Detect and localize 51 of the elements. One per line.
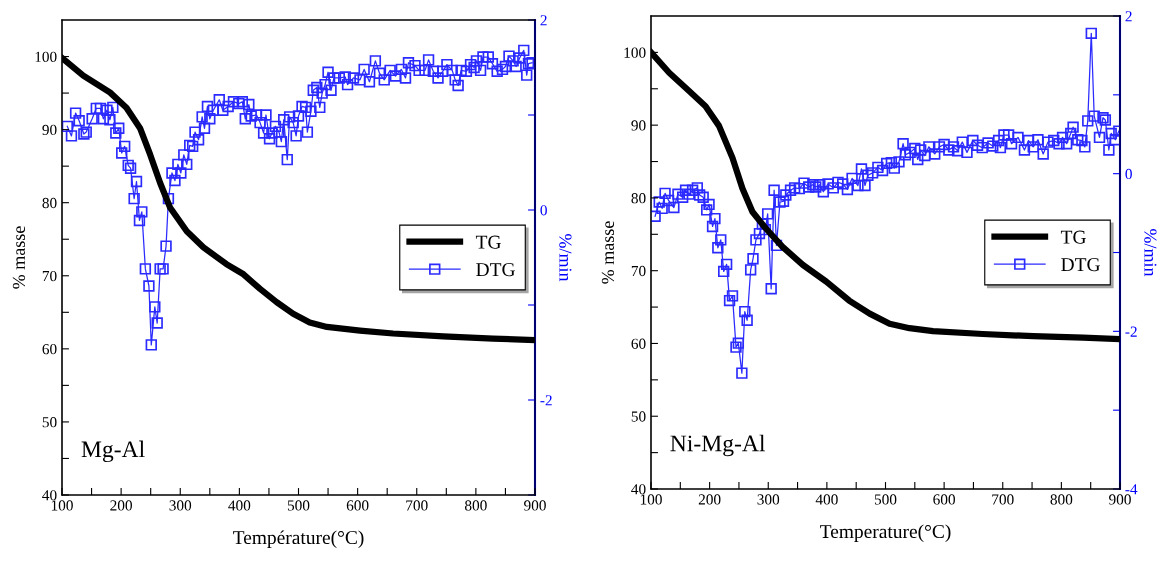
x-tick-label: 200 [698,494,721,505]
y2-tick-label: 2 [540,15,547,26]
x-tick-label: 300 [169,500,192,511]
y-tick-label: 70 [631,265,646,277]
y-tick-label: 90 [631,120,646,131]
x-tick-label: 300 [757,494,780,505]
x-tick-label: 500 [874,494,897,505]
x-axis-title: Température(°C) [233,530,364,549]
x-tick-label: 100 [51,500,73,511]
y2-axis-title: %/min [1144,229,1157,277]
y-tick-label: 50 [631,411,646,422]
x-tick-label: 600 [346,500,369,511]
x-tick-label: 400 [815,494,838,505]
y-tick-label: 80 [42,197,57,209]
y2-axis-title: %/min [559,234,572,282]
y2-tick-label: 0 [540,205,547,216]
y-axis-title: % masse [601,221,615,284]
x-tick-label: 900 [1109,494,1131,505]
y2-tick-label: -4 [1125,484,1138,495]
y-tick-label: 60 [631,338,646,349]
y-tick-label: 90 [42,124,57,136]
y-tick-label: 50 [42,417,57,428]
y-axis-title: % masse [12,226,26,289]
x-tick-label: 200 [110,500,132,511]
annotation: Mg-Al [81,440,145,463]
x-tick-label: 800 [1050,494,1073,505]
x-tick-label: 600 [933,494,955,505]
y-tick-label: 80 [631,193,646,204]
x-tick-label: 500 [287,500,310,511]
x-tick-label: 700 [406,500,428,511]
y-tick-label: 60 [42,343,57,355]
y-tick-label: 40 [631,484,646,495]
y-tick-label: 100 [35,51,57,62]
x-tick-label: 400 [228,500,251,511]
y-tick-label: 40 [42,490,57,501]
y2-tick-label: 0 [1125,168,1132,180]
legend-label: DTG [1061,258,1100,272]
x-axis-title: Temperature(°C) [820,524,951,543]
legend-label: TG [1060,230,1086,244]
y-tick-label: 100 [624,47,646,58]
legend-label: DTG [476,263,515,277]
annotation: Ni-Mg-Al [670,434,766,457]
legend-label: TG [475,235,501,249]
y2-tick-label: -2 [540,395,552,406]
y2-tick-label: 2 [1125,11,1132,22]
x-tick-label: 900 [524,500,546,511]
y-tick-label: 70 [42,270,57,282]
y2-tick-label: -2 [1125,326,1137,337]
x-tick-label: 700 [992,494,1014,505]
x-tick-label: 100 [640,494,662,505]
x-tick-label: 800 [465,500,487,511]
